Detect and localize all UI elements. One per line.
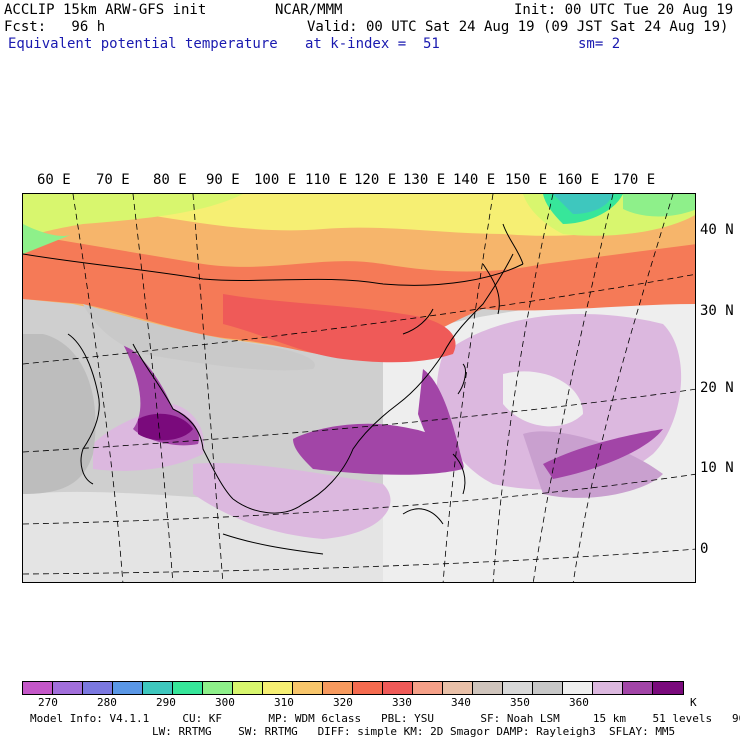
legend-tick-label: 360 bbox=[569, 696, 589, 709]
legend-unit: K bbox=[690, 696, 697, 709]
lat-label: 10 N bbox=[700, 460, 734, 476]
legend-swatch bbox=[533, 682, 563, 694]
legend-tick-label: 320 bbox=[333, 696, 353, 709]
legend-swatch bbox=[563, 682, 593, 694]
legend-swatch bbox=[203, 682, 233, 694]
legend-swatch bbox=[23, 682, 53, 694]
lon-label: 60 E bbox=[37, 172, 71, 188]
legend-swatch bbox=[173, 682, 203, 694]
legend-swatch bbox=[143, 682, 173, 694]
legend-swatch bbox=[113, 682, 143, 694]
legend-swatch bbox=[83, 682, 113, 694]
header-smoothing: sm= 2 bbox=[578, 36, 621, 52]
lon-label: 70 E bbox=[96, 172, 130, 188]
lon-label: 100 E bbox=[254, 172, 297, 188]
legend-swatch bbox=[383, 682, 413, 694]
theta-e-map bbox=[22, 193, 696, 583]
legend-tick-label: 300 bbox=[215, 696, 235, 709]
lat-label: 40 N bbox=[700, 222, 734, 238]
legend-tick-label: 330 bbox=[392, 696, 412, 709]
header-init-time: Init: 00 UTC Tue 20 Aug 19 bbox=[514, 2, 734, 18]
legend-swatch bbox=[263, 682, 293, 694]
legend-swatch bbox=[53, 682, 83, 694]
legend-swatch bbox=[593, 682, 623, 694]
lon-label: 170 E bbox=[613, 172, 656, 188]
lat-label: 30 N bbox=[700, 303, 734, 319]
footer-physics: LW: RRTMG SW: RRTMG DIFF: simple KM: 2D … bbox=[152, 725, 676, 738]
color-legend bbox=[22, 681, 684, 695]
legend-swatch bbox=[443, 682, 473, 694]
lon-label: 150 E bbox=[505, 172, 548, 188]
lon-label: 160 E bbox=[557, 172, 600, 188]
legend-swatch bbox=[233, 682, 263, 694]
lon-label: 90 E bbox=[206, 172, 240, 188]
legend-tick-label: 270 bbox=[38, 696, 58, 709]
legend-swatch bbox=[473, 682, 503, 694]
header-field-name: Equivalent potential temperature bbox=[8, 36, 278, 52]
lat-label: 20 N bbox=[700, 380, 734, 396]
legend-swatch bbox=[353, 682, 383, 694]
legend-tick-label: 310 bbox=[274, 696, 294, 709]
legend-tick-label: 340 bbox=[451, 696, 471, 709]
header-forecast-hour: Fcst: 96 h bbox=[4, 19, 106, 35]
legend-tick-label: 280 bbox=[97, 696, 117, 709]
header-model-title: ACCLIP 15km ARW-GFS init bbox=[4, 2, 207, 18]
legend-swatch bbox=[413, 682, 443, 694]
header-level: at k-index = 51 bbox=[305, 36, 440, 52]
lat-label: 0 bbox=[700, 541, 709, 557]
lon-label: 120 E bbox=[354, 172, 397, 188]
header-valid-time: Valid: 00 UTC Sat 24 Aug 19 (09 JST Sat … bbox=[307, 19, 729, 35]
lon-label: 140 E bbox=[453, 172, 496, 188]
legend-tick-label: 350 bbox=[510, 696, 530, 709]
footer-model-info: Model Info: V4.1.1 CU: KF MP: WDM 6class… bbox=[30, 712, 740, 725]
header-org: NCAR/MMM bbox=[275, 2, 343, 18]
legend-swatch bbox=[323, 682, 353, 694]
legend-swatch bbox=[623, 682, 653, 694]
legend-swatch bbox=[503, 682, 533, 694]
lon-label: 80 E bbox=[153, 172, 187, 188]
legend-tick-label: 290 bbox=[156, 696, 176, 709]
legend-swatch bbox=[293, 682, 323, 694]
lon-label: 110 E bbox=[305, 172, 348, 188]
legend-swatch bbox=[653, 682, 683, 694]
lon-label: 130 E bbox=[403, 172, 446, 188]
